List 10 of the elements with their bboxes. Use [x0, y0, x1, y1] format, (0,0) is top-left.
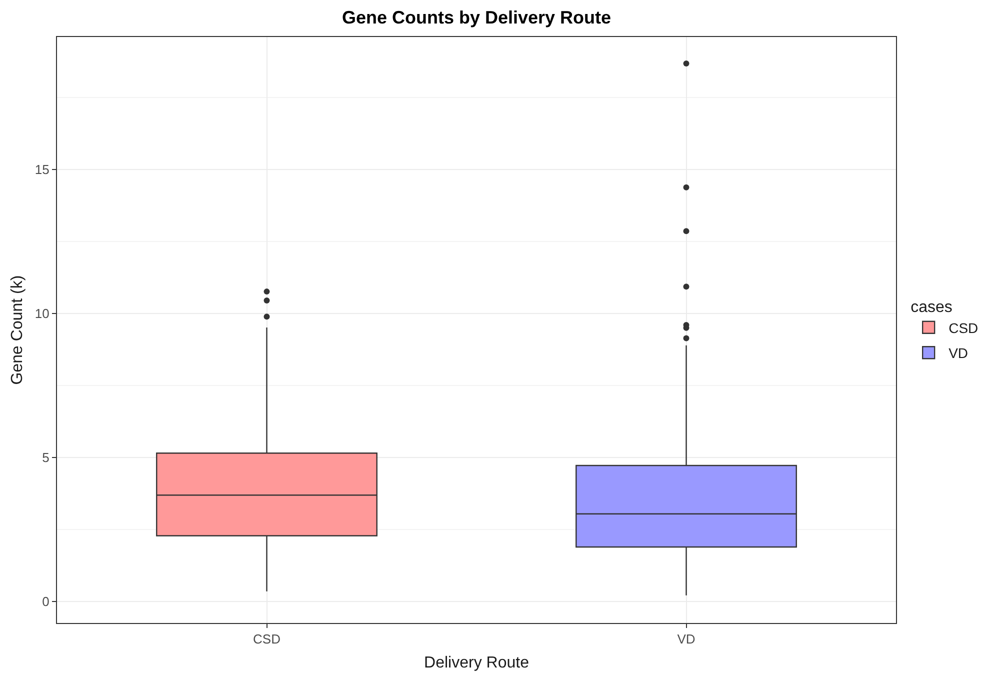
- y-tick-label: 0: [42, 594, 50, 609]
- y-tick-label: 15: [34, 162, 50, 178]
- legend-title: cases: [910, 298, 952, 316]
- chart-title: Gene Counts by Delivery Route: [342, 7, 612, 28]
- x-axis-title: Delivery Route: [424, 654, 530, 672]
- y-axis-title: Gene Count (k): [8, 275, 26, 385]
- legend-label: CSD: [948, 320, 978, 336]
- y-tick-label: 5: [42, 450, 50, 465]
- y-tick-label: 10: [34, 306, 50, 321]
- legend-label: VD: [948, 345, 968, 362]
